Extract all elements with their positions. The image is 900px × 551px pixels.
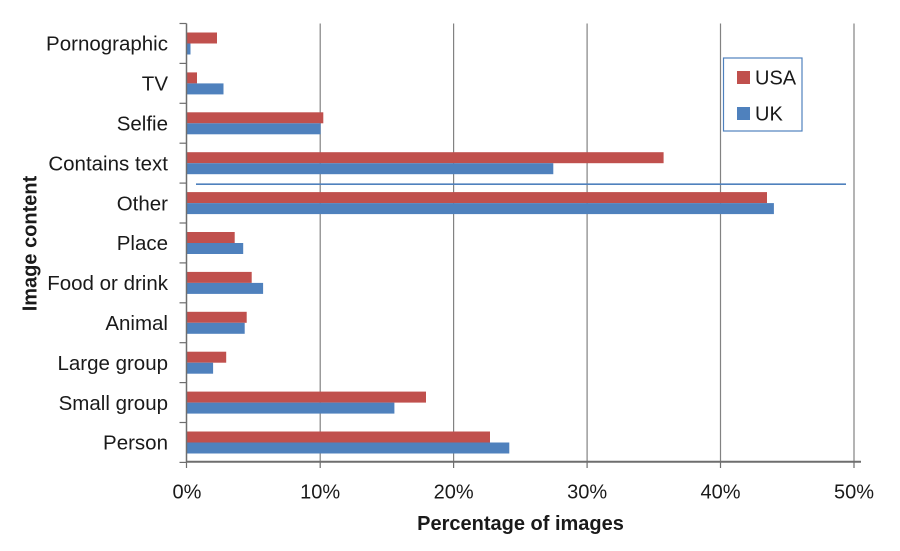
svg-text:UK: UK [755,104,783,126]
svg-text:50%: 50% [834,482,874,504]
svg-text:TV: TV [142,73,169,96]
svg-text:40%: 40% [700,482,740,504]
svg-text:Contains text: Contains text [48,152,168,175]
svg-text:Pornographic: Pornographic [46,33,168,56]
svg-text:10%: 10% [300,482,340,504]
svg-text:0%: 0% [173,482,202,504]
svg-text:Food or drink: Food or drink [47,272,169,295]
svg-text:Small group: Small group [59,392,168,415]
svg-text:Other: Other [117,192,168,215]
svg-text:Person: Person [103,432,168,455]
svg-text:Large group: Large group [57,352,168,375]
svg-text:Selfie: Selfie [117,113,168,136]
svg-text:20%: 20% [434,482,474,504]
svg-text:Place: Place [117,232,168,255]
svg-text:Percentage of images: Percentage of images [417,513,624,535]
svg-text:USA: USA [755,68,797,90]
svg-text:Animal: Animal [105,312,168,335]
svg-text:Image content: Image content [20,175,42,311]
svg-text:30%: 30% [567,482,607,504]
